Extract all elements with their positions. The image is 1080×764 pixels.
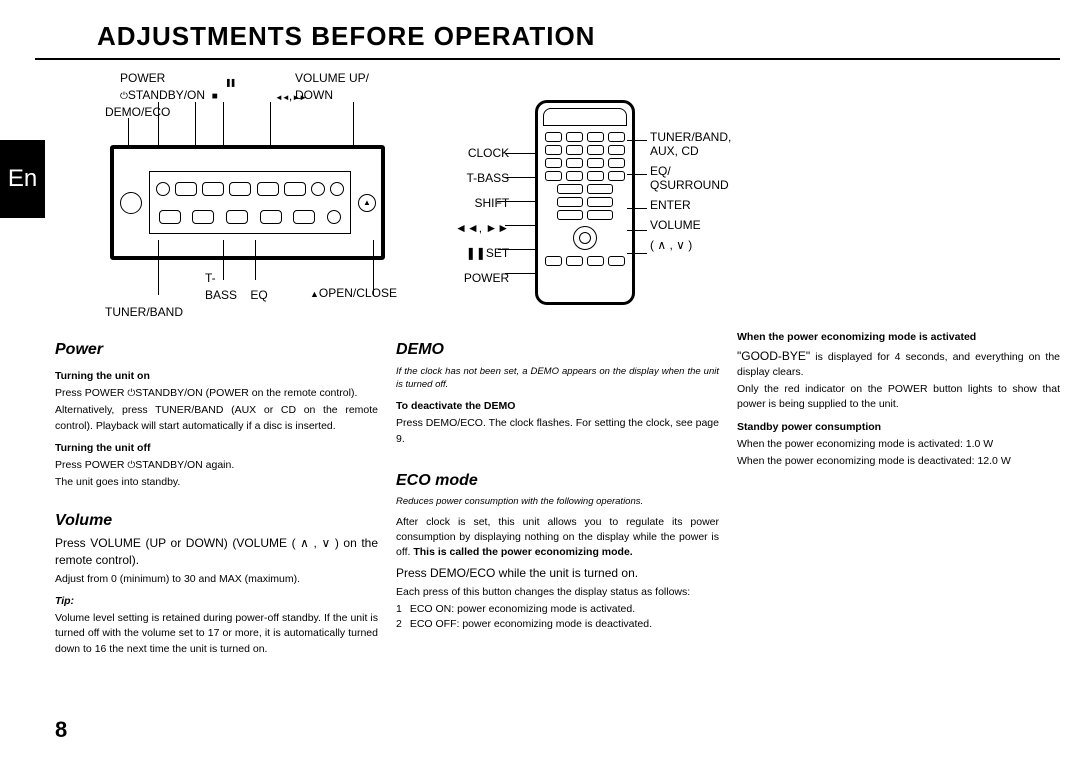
eco-list: 1ECO ON: power economizing mode is activ…: [396, 602, 719, 632]
red-indicator-text: Only the red indicator on the POWER butt…: [737, 382, 1060, 412]
label-demo-eco: DEMO/ECO: [105, 104, 250, 121]
column-1: Power Turning the unit on Press POWER ST…: [55, 330, 378, 658]
subhead-turn-off: Turning the unit off: [55, 441, 378, 456]
label-volume-r: VOLUME: [650, 218, 731, 232]
goodbye-text: "GOOD-BYE" is displayed for 4 seconds, a…: [737, 348, 1060, 381]
label-volume-up: VOLUME UP/: [295, 70, 415, 87]
label-volume-chev: ( ∧ , ∨ ): [650, 238, 731, 252]
remote-illustration: [535, 100, 635, 305]
consumption-off: When the power economizing mode is deact…: [737, 454, 1060, 469]
demo-deactivate-text: Press DEMO/ECO. The clock flashes. For s…: [396, 416, 719, 446]
eco-each-press: Each press of this button changes the di…: [396, 585, 719, 600]
label-eq: EQ: [250, 288, 267, 302]
remote-right-labels: TUNER/BAND,AUX, CD EQ/QSURROUND ENTER VO…: [650, 130, 731, 258]
label-open-close: OPEN/CLOSE: [310, 285, 397, 302]
label-tuner-band: TUNER/BAND: [105, 304, 268, 321]
volume-range: Adjust from 0 (minimum) to 30 and MAX (m…: [55, 572, 378, 587]
label-shift: SHIFT: [455, 195, 509, 220]
label-pause: [225, 73, 250, 90]
heading-power: Power: [55, 338, 378, 361]
tip-heading: Tip:: [55, 594, 378, 609]
heading-volume: Volume: [55, 509, 378, 532]
power-off-text: Press POWER STANDBY/ON again.: [55, 458, 378, 474]
power-standby-text: The unit goes into standby.: [55, 475, 378, 490]
power-on-text: Press POWER STANDBY/ON (POWER on the rem…: [55, 386, 378, 402]
label-tbass: T-BASS: [205, 271, 237, 302]
diagram-area: POWER STANDBY/ON DEMO/ECO , VOLUME UP/ D…: [55, 70, 710, 320]
language-tab: En: [0, 140, 45, 218]
label-volume-down: DOWN: [295, 87, 415, 104]
column-3: When the power economizing mode is activ…: [737, 330, 1060, 658]
label-eq-qs: EQ/: [650, 164, 671, 178]
label-enter: ENTER: [650, 198, 731, 212]
label-power-r: POWER: [455, 270, 509, 295]
tip-text: Volume level setting is retained during …: [55, 611, 378, 657]
column-2: DEMO If the clock has not been set, a DE…: [396, 330, 719, 658]
content-columns: Power Turning the unit on Press POWER ST…: [55, 330, 1060, 658]
label-tbass-r: T-BASS: [455, 170, 509, 195]
label-clock: CLOCK: [455, 145, 509, 170]
power-on-alt: Alternatively, press TUNER/BAND (AUX or …: [55, 403, 378, 433]
label-tuner-aux: TUNER/BAND,: [650, 130, 731, 144]
remote-left-labels: CLOCK T-BASS SHIFT ◄◄, ►► ❚❚SET POWER: [455, 145, 509, 295]
subhead-deactivate-demo: To deactivate the DEMO: [396, 399, 719, 414]
subhead-standby-consumption: Standby power consumption: [737, 420, 1060, 435]
subhead-when-activated: When the power economizing mode is activ…: [737, 330, 1060, 345]
eco-desc: After clock is set, this unit allows you…: [396, 515, 719, 561]
front-panel-illustration: ▲: [110, 145, 385, 260]
heading-eco: ECO mode: [396, 469, 719, 492]
consumption-on: When the power economizing mode is activ…: [737, 437, 1060, 452]
demo-note: If the clock has not been set, a DEMO ap…: [396, 365, 719, 393]
eco-press: Press DEMO/ECO while the unit is turned …: [396, 565, 719, 582]
volume-press: Press VOLUME (UP or DOWN) (VOLUME ( ∧ , …: [55, 535, 378, 570]
page-title: ADJUSTMENTS BEFORE OPERATION: [35, 0, 1060, 60]
page-number: 8: [55, 715, 67, 746]
subhead-turn-on: Turning the unit on: [55, 369, 378, 384]
heading-demo: DEMO: [396, 338, 719, 361]
label-seek-r: ◄◄, ►►: [455, 220, 509, 245]
eco-note: Reduces power consumption with the follo…: [396, 495, 719, 509]
